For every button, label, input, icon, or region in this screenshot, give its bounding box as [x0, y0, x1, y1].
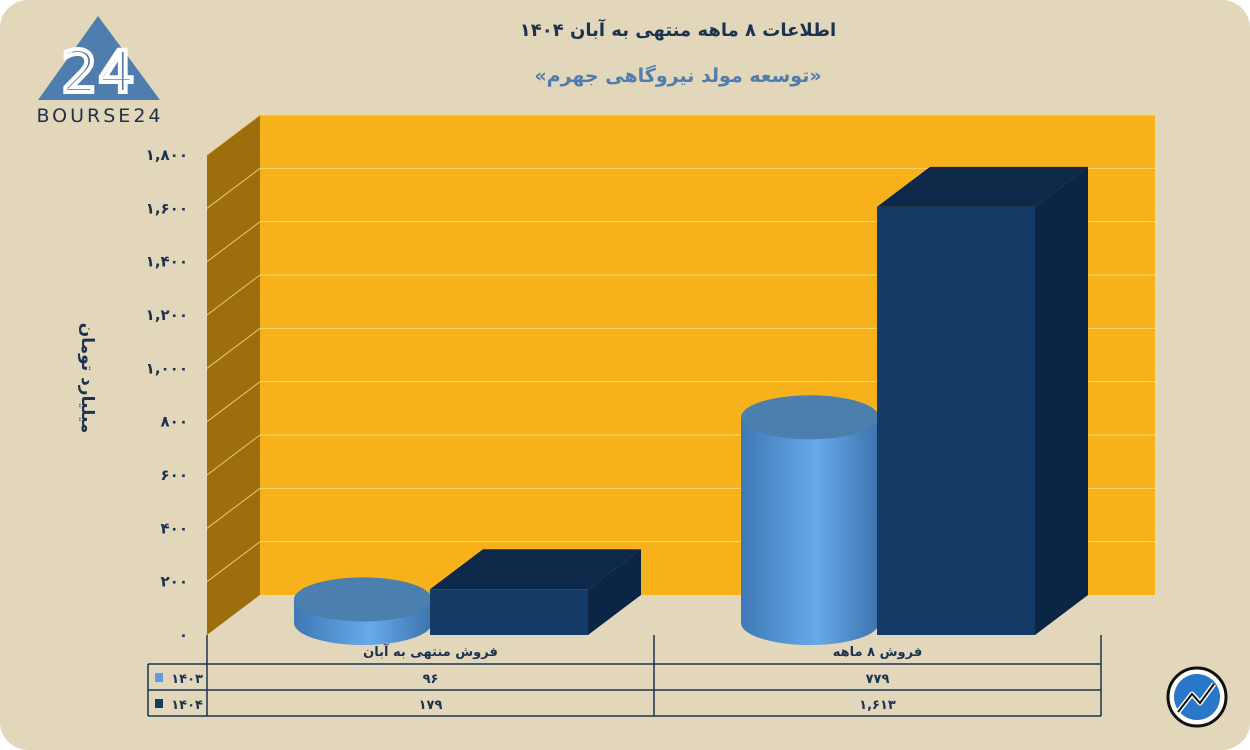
y-tick-label: ۱,۸۰۰: [146, 146, 188, 164]
y-tick-label: ۴۰۰: [161, 519, 188, 537]
bar-1403-top-0: [294, 577, 432, 622]
bar-1404-top-1: [877, 166, 1088, 207]
logo-triangle: [38, 16, 160, 100]
category-label: فروش منتهی به آبان: [363, 643, 498, 660]
y-axis-label: میلیارد تومان: [77, 323, 97, 434]
y-tick-label: ۱,۲۰۰: [146, 306, 188, 324]
data-table: فروش منتهی به آبان فروش ۸ ماهه ۱۴۰۳ ۹۶ ۷۷۹ ۱۴…: [147, 635, 1102, 717]
side-wall: [207, 115, 260, 635]
bar-1404-top-0: [430, 549, 641, 590]
legend-swatch-0: [155, 673, 163, 682]
gridline-side: [206, 114, 261, 156]
gridline-side: [206, 541, 261, 583]
gridline-side: [206, 381, 261, 423]
bar-1404-0: [430, 589, 588, 635]
y-tick-label: ۱,۶۰۰: [146, 199, 188, 217]
chart-subtitle: «توسعه مولد نیروگاهی جهرم»: [534, 64, 821, 87]
bar-1403-1: [741, 417, 879, 645]
trend-arrow-outline: [1177, 683, 1215, 713]
bar-1404-side-1: [1035, 166, 1088, 635]
y-tick-label: ۰: [179, 626, 188, 644]
logo-mark: 24: [61, 38, 135, 106]
y-tick-label: ۲۰۰: [161, 573, 188, 591]
chart-title: اطلاعات ۸ ماهه منتهی به آبان ۱۴۰۴: [520, 18, 836, 41]
bar-1403-top-1: [741, 395, 879, 440]
legend-label: ۱۴۰۳: [171, 672, 203, 687]
gridline-side: [206, 221, 261, 263]
data-label: ۹۶: [423, 672, 439, 687]
y-tick-label: ۱,۰۰۰: [146, 359, 188, 377]
category-label: فروش ۸ ماهه: [833, 645, 922, 660]
gridline-side: [206, 327, 261, 369]
y-tick-label: ۸۰۰: [161, 413, 188, 431]
bar-1404-1: [877, 206, 1035, 635]
legend-swatch-1: [155, 699, 163, 708]
bar-1404-side-0: [588, 549, 641, 635]
y-tick-label: ۱,۴۰۰: [146, 253, 188, 271]
gridline-side: [206, 274, 261, 316]
gridline-side: [206, 167, 261, 209]
legend-label: ۱۴۰۴: [171, 698, 203, 713]
y-tick-label: ۶۰۰: [161, 466, 188, 484]
logo-text: BOURSE24: [36, 105, 163, 127]
data-label: ۱,۶۱۳: [859, 698, 896, 713]
data-label: ۱۷۹: [419, 698, 443, 713]
data-label: ۷۷۹: [866, 672, 890, 687]
gridline-side: [206, 434, 261, 476]
gridline-side: [206, 487, 261, 529]
trend-badge-icon: [1166, 666, 1228, 728]
